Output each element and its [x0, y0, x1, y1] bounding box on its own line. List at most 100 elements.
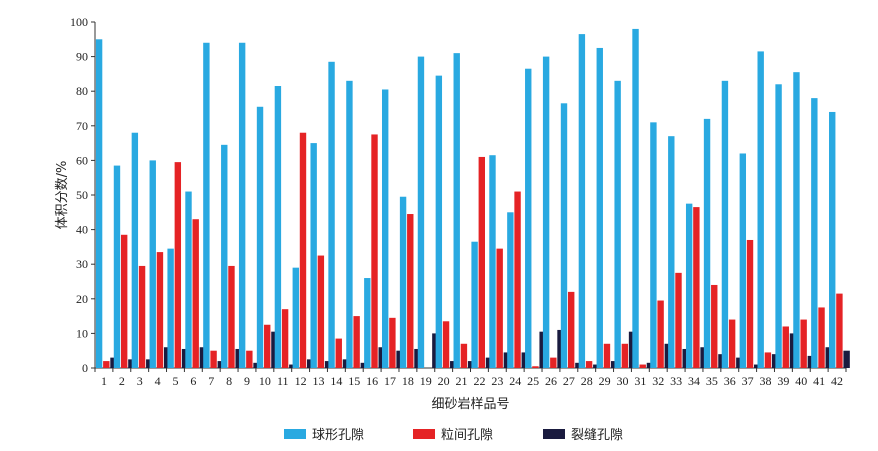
bar-spherical [364, 278, 371, 368]
bar-fracture [575, 362, 582, 368]
bar-intergranular [621, 343, 629, 368]
bar-fracture [700, 347, 707, 368]
bar-spherical [203, 42, 210, 368]
bar-intergranular [246, 350, 253, 368]
bar-fracture [485, 357, 493, 368]
bar-intergranular [371, 134, 378, 368]
bar-intergranular [782, 326, 789, 368]
bar-intergranular [138, 265, 146, 368]
y-tick-label: 60 [76, 153, 88, 167]
bar-intergranular [585, 361, 593, 368]
bar-intergranular [407, 214, 414, 368]
legend-label-intergranular: 粒间孔隙 [441, 428, 494, 443]
bar-fracture [432, 333, 439, 368]
bar-spherical [614, 80, 621, 368]
bar-spherical [525, 68, 532, 369]
bar-intergranular [174, 162, 182, 368]
bar-spherical [167, 248, 174, 368]
legend-swatch-fracture [543, 428, 565, 439]
bar-intergranular [746, 239, 754, 368]
bar-intergranular [228, 265, 235, 368]
x-tick-label: 15 [348, 374, 360, 388]
bar-intergranular [550, 357, 557, 368]
bar-fracture [414, 348, 421, 368]
x-tick-label: 17 [384, 374, 396, 388]
bar-fracture [503, 352, 511, 368]
legend-item-spherical: 球形孔隙 [284, 424, 364, 443]
bar-fracture [163, 347, 171, 368]
bar-intergranular [532, 366, 539, 368]
bar-intergranular [103, 361, 110, 368]
x-tick-label: 18 [402, 374, 414, 388]
x-tick-label: 12 [295, 374, 307, 388]
y-axis-title: 体积分数/% [55, 161, 70, 230]
x-tick-label: 30 [616, 374, 628, 388]
y-tick-label: 70 [76, 119, 88, 133]
bar-spherical [310, 143, 317, 368]
x-tick-label: 8 [226, 374, 232, 388]
bar-spherical [131, 132, 139, 368]
bar-spherical [650, 122, 657, 368]
bar-spherical [578, 34, 586, 369]
bar-spherical [542, 56, 550, 368]
x-tick-label: 42 [831, 374, 843, 388]
x-tick-label: 36 [724, 374, 736, 388]
bar-intergranular [192, 219, 199, 368]
bar-fracture [378, 347, 385, 368]
bars-layer [95, 28, 850, 369]
x-tick-label: 13 [313, 374, 325, 388]
bar-spherical [435, 75, 443, 368]
x-tick-label: 14 [330, 374, 342, 388]
bar-spherical [632, 28, 639, 368]
bar-intergranular [317, 255, 325, 368]
y-tick-label: 100 [70, 15, 88, 29]
bar-fracture [146, 359, 153, 368]
bar-fracture [199, 347, 207, 368]
legend-label-spherical: 球形孔隙 [312, 428, 365, 443]
bar-fracture [110, 357, 117, 368]
bar-spherical [328, 61, 335, 368]
x-tick-label: 7 [208, 374, 214, 388]
bar-fracture [467, 361, 475, 368]
bar-intergranular [639, 364, 646, 368]
x-tick-label: 25 [527, 374, 539, 388]
bar-intergranular [478, 156, 485, 368]
x-tick-label: 28 [581, 374, 593, 388]
bar-spherical [596, 47, 603, 368]
bar-intergranular [657, 300, 664, 368]
y-tick-label: 0 [82, 361, 88, 375]
bar-spherical [793, 72, 800, 369]
bar-fracture [825, 347, 832, 368]
bar-fracture [235, 348, 242, 368]
bar-fracture [789, 333, 797, 368]
y-tick-label: 80 [76, 84, 88, 98]
x-tick-label: 16 [366, 374, 378, 388]
bar-spherical [417, 56, 425, 368]
x-tick-label: 23 [491, 374, 503, 388]
bar-fracture [736, 357, 743, 368]
bar-fracture [360, 362, 368, 368]
y-tick-label: 90 [76, 50, 88, 64]
bar-fracture [843, 350, 850, 368]
bar-spherical [757, 51, 764, 368]
bar-fracture [289, 364, 296, 368]
x-axis-title: 细砂岩样品号 [431, 397, 509, 412]
bar-fracture [593, 364, 600, 368]
bar-fracture [718, 354, 725, 368]
bar-spherical [149, 160, 156, 368]
bar-fracture [664, 343, 672, 368]
x-tick-label: 29 [599, 374, 611, 388]
bar-fracture [771, 354, 779, 368]
bar-spherical [256, 106, 264, 369]
x-tick-label: 26 [545, 374, 557, 388]
x-tick-label: 1 [101, 374, 107, 388]
bar-fracture [610, 361, 618, 368]
bar-intergranular [335, 338, 342, 368]
bar-intergranular [120, 234, 128, 368]
bar-intergranular [818, 307, 825, 368]
x-tick-label: 6 [190, 374, 196, 388]
bar-fracture [217, 361, 224, 368]
bar-spherical [775, 84, 782, 368]
bar-spherical [739, 153, 747, 368]
